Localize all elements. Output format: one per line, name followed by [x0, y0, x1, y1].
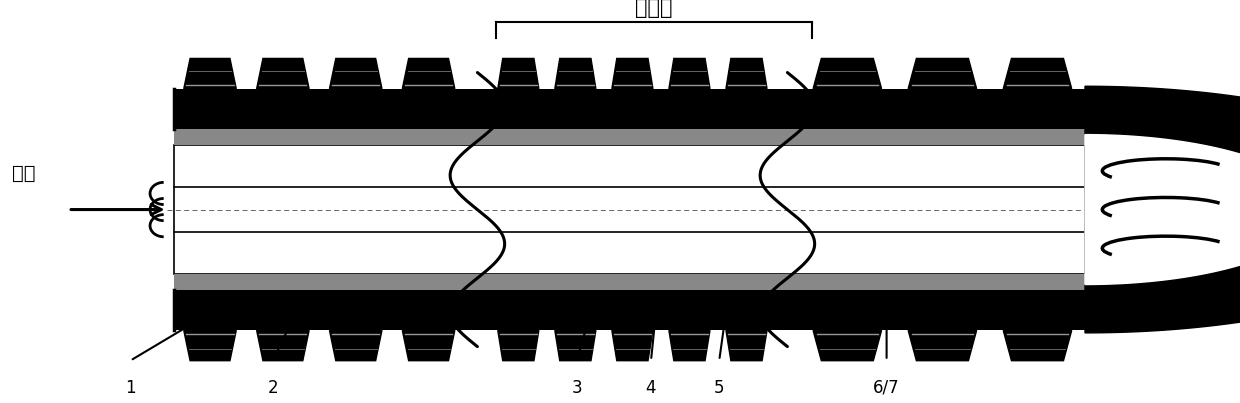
Polygon shape	[725, 58, 768, 89]
Text: 5: 5	[714, 379, 724, 397]
Polygon shape	[554, 58, 596, 89]
Polygon shape	[330, 330, 382, 361]
Polygon shape	[402, 330, 455, 361]
Polygon shape	[1085, 135, 1240, 285]
Bar	[174, 129, 1085, 145]
Text: 1: 1	[125, 379, 135, 397]
Text: 2: 2	[268, 379, 278, 397]
Polygon shape	[497, 58, 539, 89]
Polygon shape	[668, 58, 711, 89]
Polygon shape	[554, 330, 596, 361]
Polygon shape	[402, 58, 455, 89]
Polygon shape	[184, 330, 237, 361]
Polygon shape	[257, 330, 309, 361]
Bar	[174, 145, 1085, 274]
Polygon shape	[257, 58, 309, 89]
Text: 燃料: 燃料	[12, 164, 36, 183]
Bar	[174, 290, 1085, 330]
Polygon shape	[908, 58, 977, 89]
Polygon shape	[611, 58, 653, 89]
Text: 3: 3	[572, 379, 582, 397]
Polygon shape	[668, 330, 711, 361]
Text: 6/7: 6/7	[873, 379, 900, 397]
Polygon shape	[1085, 86, 1240, 333]
Polygon shape	[184, 58, 237, 89]
Bar	[174, 274, 1085, 290]
Polygon shape	[1003, 330, 1071, 361]
Polygon shape	[908, 330, 977, 361]
Bar	[174, 89, 1085, 129]
Polygon shape	[813, 58, 882, 89]
Text: 4: 4	[646, 379, 656, 397]
Polygon shape	[725, 330, 768, 361]
Polygon shape	[611, 330, 653, 361]
Polygon shape	[497, 330, 539, 361]
Polygon shape	[1003, 58, 1071, 89]
Polygon shape	[330, 58, 382, 89]
Polygon shape	[813, 330, 882, 361]
Text: 单电池: 单电池	[635, 0, 673, 18]
